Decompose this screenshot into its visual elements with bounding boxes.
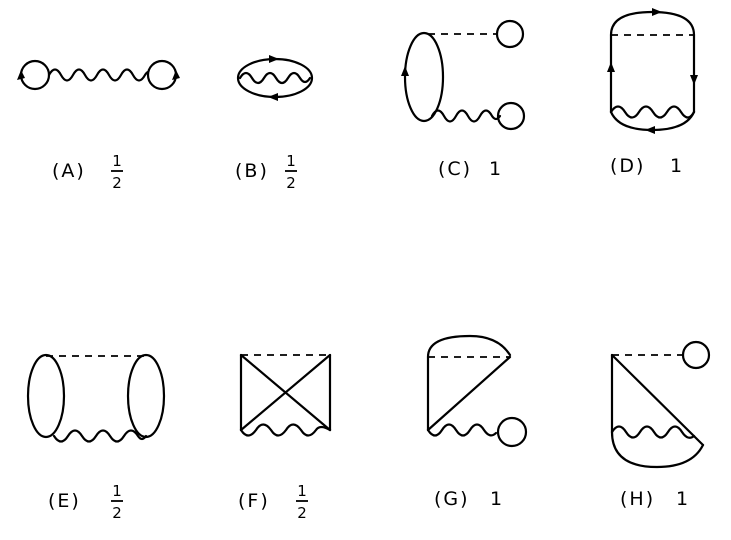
fermion-loop-left bbox=[26, 353, 66, 439]
fermion-line-diagonal bbox=[239, 353, 332, 432]
weight-numerator: 1 bbox=[286, 152, 296, 170]
diagram-a bbox=[17, 59, 180, 91]
weight-denominator: 2 bbox=[112, 174, 122, 192]
weight-denominator: 2 bbox=[297, 504, 307, 522]
wavy-interaction-line bbox=[610, 425, 696, 439]
wavy-interaction-line bbox=[238, 71, 312, 85]
weight-numerator: 1 bbox=[297, 482, 307, 500]
weight-value: 1 bbox=[490, 488, 504, 510]
wavy-interaction-line bbox=[430, 109, 502, 123]
diagram-b bbox=[236, 55, 314, 101]
diagram-letter: (C) bbox=[438, 158, 472, 180]
diagram-letter: (D) bbox=[610, 155, 645, 177]
label-d: (D) 1 bbox=[610, 155, 684, 177]
diagram-d bbox=[607, 8, 698, 134]
weight-denominator: 2 bbox=[286, 174, 296, 192]
diagram-h bbox=[610, 340, 711, 469]
weight-numerator: 1 bbox=[112, 152, 122, 170]
tadpole-loop bbox=[681, 340, 711, 370]
fermion-arc-bottom bbox=[610, 430, 705, 469]
label-b: (B) 1 2 bbox=[235, 152, 297, 192]
diagram-letter: (F) bbox=[238, 490, 270, 512]
diagram-g bbox=[426, 334, 528, 448]
tadpole-loop bbox=[496, 416, 528, 448]
wavy-interaction-line bbox=[609, 105, 696, 119]
weight-value: 1 bbox=[489, 158, 503, 180]
fermion-line-diagonal bbox=[426, 355, 512, 432]
arrow-icon bbox=[652, 8, 662, 16]
fermion-loop bbox=[403, 31, 445, 123]
weight-value: 1 bbox=[676, 488, 690, 510]
diagram-c bbox=[401, 19, 526, 131]
arrow-icon bbox=[172, 70, 180, 80]
weight-value: 1 bbox=[670, 155, 684, 177]
arrow-icon bbox=[690, 75, 698, 85]
label-e: (E) 1 2 bbox=[48, 482, 123, 522]
fermion-loop-right bbox=[146, 59, 178, 91]
weight-denominator: 2 bbox=[112, 504, 122, 522]
label-h: (H) 1 bbox=[620, 488, 690, 510]
diagram-f bbox=[239, 353, 332, 437]
diagram-letter: (B) bbox=[235, 160, 269, 182]
diagram-letter: (E) bbox=[48, 490, 81, 512]
fermion-loop-left bbox=[19, 59, 51, 91]
label-a: (A) 1 2 bbox=[52, 152, 123, 192]
diagram-letter: (A) bbox=[52, 160, 86, 182]
diagram-e bbox=[26, 353, 166, 443]
fermion-arc-top bbox=[426, 334, 512, 359]
label-g: (G) 1 bbox=[434, 488, 504, 510]
arrow-icon bbox=[607, 62, 615, 72]
arrow-icon bbox=[268, 93, 278, 101]
arrow-icon bbox=[17, 70, 25, 80]
arrow-icon bbox=[401, 66, 409, 76]
wavy-interaction-line bbox=[52, 429, 148, 443]
weight-numerator: 1 bbox=[112, 482, 122, 500]
fermion-loop-right bbox=[126, 353, 166, 439]
tadpole-loop-top bbox=[495, 19, 525, 49]
diagram-letter: (H) bbox=[620, 488, 655, 510]
tadpole-loop-bottom bbox=[496, 101, 526, 131]
diagram-letter: (G) bbox=[434, 488, 470, 510]
label-c: (C) 1 bbox=[438, 158, 503, 180]
fermion-line-diagonal bbox=[610, 353, 705, 447]
arrow-icon bbox=[645, 126, 655, 134]
label-f: (F) 1 2 bbox=[238, 482, 308, 522]
wavy-interaction-line bbox=[239, 423, 332, 437]
wavy-interaction-line bbox=[426, 423, 498, 437]
wavy-interaction-line bbox=[47, 68, 150, 82]
arrow-icon bbox=[269, 55, 279, 63]
